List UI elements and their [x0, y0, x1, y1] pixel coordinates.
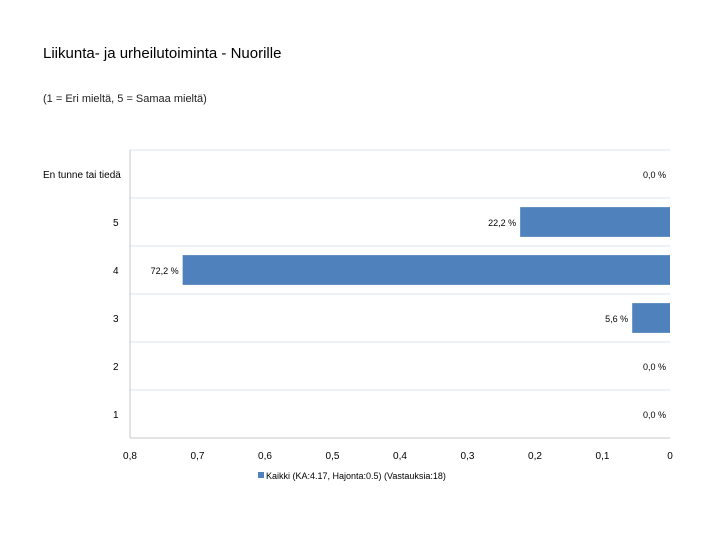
bar	[632, 303, 670, 333]
legend-swatch	[258, 472, 264, 478]
x-tick-label: 0,4	[393, 451, 407, 462]
category-label: 3	[113, 314, 119, 325]
x-tick-label: 0,5	[326, 451, 340, 462]
data-label: 72,2 %	[151, 266, 179, 276]
x-tick-label: 0,6	[258, 451, 272, 462]
data-label: 5,6 %	[605, 314, 628, 324]
data-label: 0,0 %	[643, 410, 666, 420]
x-tick-label: 0,7	[191, 451, 205, 462]
category-label: 5	[113, 218, 119, 229]
x-tick-label: 0,3	[461, 451, 475, 462]
x-tick-label: 0	[667, 451, 673, 462]
x-tick-label: 0,2	[528, 451, 542, 462]
category-label: 4	[113, 266, 119, 277]
chart-subtitle: (1 = Eri mieltä, 5 = Samaa mieltä)	[43, 93, 207, 105]
legend-label: Kaikki (KA:4.17, Hajonta:0.5) (Vastauksi…	[266, 471, 446, 481]
category-label: En tunne tai tiedä	[43, 170, 121, 181]
category-label: 2	[113, 362, 119, 373]
data-label: 0,0 %	[643, 362, 666, 372]
x-tick-label: 0,1	[596, 451, 610, 462]
bar	[182, 255, 670, 285]
bar	[520, 207, 670, 237]
x-tick-label: 0,8	[123, 451, 137, 462]
chart-title: Liikunta- ja urheilutoiminta - Nuorille	[43, 45, 282, 62]
data-label: 0,0 %	[643, 170, 666, 180]
data-label: 22,2 %	[488, 218, 516, 228]
category-label: 1	[113, 410, 119, 421]
